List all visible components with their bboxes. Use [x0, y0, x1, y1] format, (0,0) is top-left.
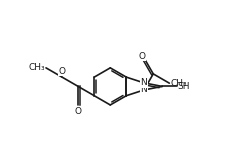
Text: SH: SH	[178, 82, 190, 91]
Text: N: N	[141, 85, 147, 94]
Text: N: N	[141, 78, 147, 87]
Text: O: O	[139, 52, 146, 61]
Text: CH₃: CH₃	[29, 63, 45, 72]
Text: O: O	[59, 67, 66, 76]
Text: CH₃: CH₃	[170, 79, 187, 88]
Text: O: O	[75, 107, 82, 116]
